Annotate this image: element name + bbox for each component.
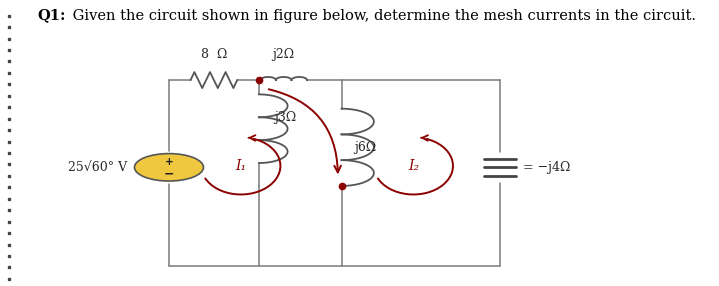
Text: 25√60° V: 25√60° V (68, 161, 127, 174)
Text: j2Ω: j2Ω (273, 49, 295, 61)
Text: I₁: I₁ (235, 159, 247, 173)
Text: I₂: I₂ (408, 159, 419, 173)
Circle shape (134, 154, 203, 181)
Text: j3Ω: j3Ω (275, 111, 297, 124)
Text: 8  Ω: 8 Ω (201, 49, 227, 61)
Text: +: + (165, 157, 173, 167)
Text: j6Ω: j6Ω (354, 141, 377, 154)
Text: −: − (164, 167, 174, 180)
Text: Given the circuit shown in figure below, determine the mesh currents in the circ: Given the circuit shown in figure below,… (68, 9, 695, 23)
Text: = −j4Ω: = −j4Ω (523, 161, 570, 174)
Text: Q1:: Q1: (37, 9, 66, 23)
